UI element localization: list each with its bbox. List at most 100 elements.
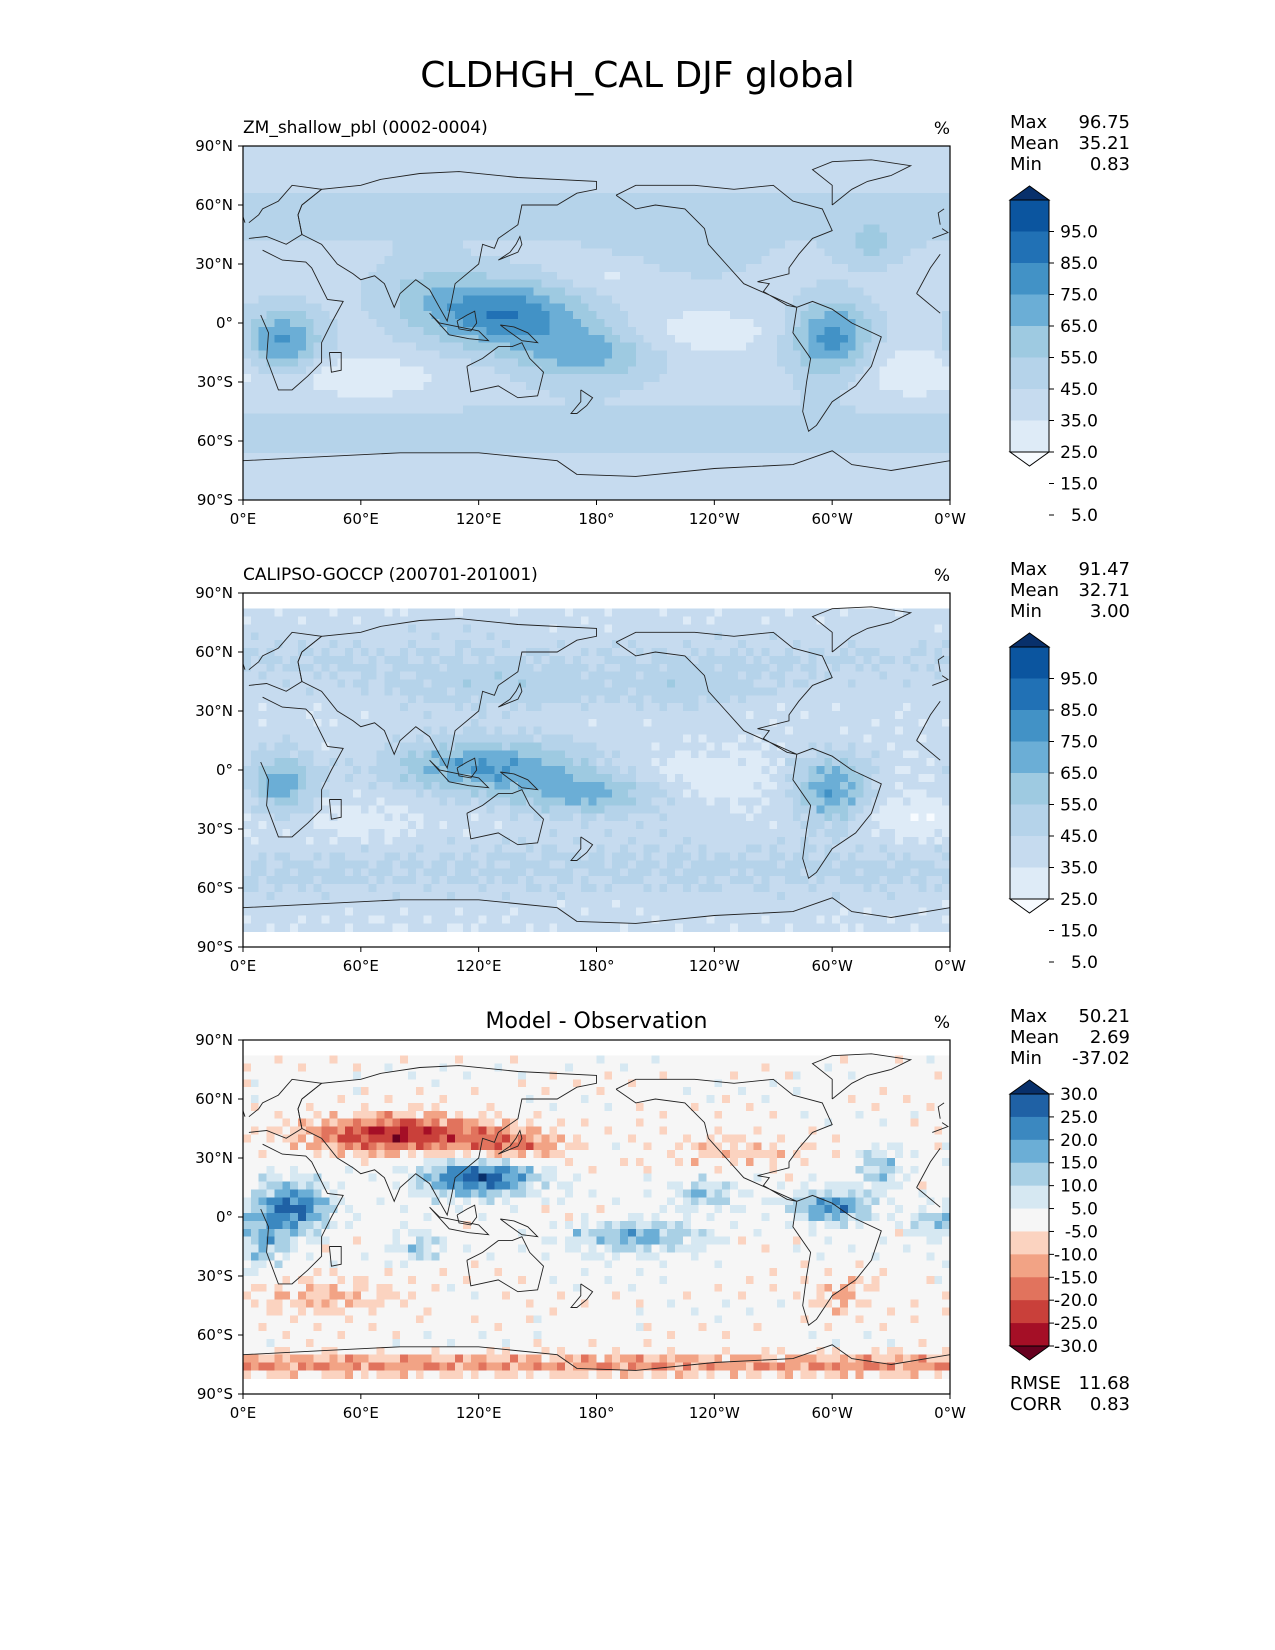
- field-cell: [918, 208, 928, 218]
- field-cell: [808, 413, 818, 422]
- field-cell: [934, 153, 943, 163]
- field-cell: [470, 303, 480, 312]
- field-cell: [855, 240, 865, 249]
- field-cell: [282, 366, 291, 375]
- field-cell: [282, 177, 291, 186]
- field-cell: [659, 476, 668, 485]
- field-cell: [313, 256, 323, 265]
- field-cell: [290, 421, 299, 430]
- colorbar-tick-label: 85.0: [1060, 254, 1098, 274]
- field-cell: [572, 216, 582, 226]
- field-cell: [565, 240, 574, 249]
- field-cell: [887, 287, 896, 297]
- field-cell: [470, 468, 480, 477]
- field-cell: [855, 193, 865, 202]
- field-cell: [792, 405, 802, 415]
- field-cell: [266, 342, 276, 352]
- field-cell: [902, 624, 912, 633]
- field-cell: [745, 366, 755, 375]
- field-cell: [604, 366, 613, 375]
- field-cell: [565, 303, 574, 312]
- field-cell: [753, 240, 763, 249]
- field-cell: [510, 452, 519, 462]
- field-cell: [557, 264, 566, 273]
- field-cell: [698, 429, 708, 438]
- field-cell: [486, 177, 495, 186]
- field-cell: [722, 287, 731, 297]
- field-cell: [847, 655, 857, 665]
- field-cell: [800, 405, 810, 415]
- field-cell: [258, 640, 268, 649]
- field-cell: [792, 295, 802, 304]
- field-cell: [321, 624, 331, 633]
- field-cell: [305, 279, 315, 289]
- field-cell: [753, 334, 763, 344]
- field-cell: [250, 216, 260, 226]
- field-cell: [918, 608, 928, 618]
- field-cell: [902, 248, 912, 257]
- field-cell: [635, 295, 645, 304]
- field-cell: [871, 468, 880, 477]
- field-cell: [486, 326, 495, 336]
- field-cell: [816, 655, 825, 665]
- field-cell: [431, 608, 440, 618]
- field-cell: [620, 224, 629, 234]
- field-cell: [690, 342, 700, 352]
- field-cell: [274, 405, 283, 415]
- field-cell: [737, 429, 747, 438]
- field-cell: [266, 640, 276, 649]
- field-cell: [895, 437, 904, 446]
- field-cell: [769, 405, 778, 415]
- field-cell: [895, 413, 904, 422]
- field-cell: [392, 476, 401, 485]
- field-cell: [384, 319, 393, 328]
- field-cell: [368, 374, 378, 383]
- field-cell: [698, 655, 708, 665]
- field-cell: [392, 624, 401, 633]
- field-cell: [243, 358, 252, 367]
- field-cell: [384, 366, 393, 375]
- field-cell: [494, 460, 503, 470]
- field-cell: [620, 366, 629, 375]
- field-cell: [722, 444, 731, 454]
- field-cell: [761, 616, 770, 626]
- field-cell: [313, 334, 323, 344]
- field-cell: [690, 624, 700, 633]
- field-cell: [800, 177, 810, 186]
- field-cell: [313, 374, 323, 383]
- field-cell: [494, 146, 503, 155]
- field-cell: [290, 413, 299, 422]
- field-cell: [753, 389, 763, 399]
- field-cell: [855, 185, 865, 194]
- field-cell: [250, 146, 260, 155]
- field-cell: [305, 616, 315, 626]
- field-cell: [250, 366, 260, 375]
- field-cell: [337, 663, 346, 673]
- field-cell: [682, 444, 692, 454]
- field-cell: [305, 303, 315, 312]
- field-cell: [832, 476, 841, 485]
- field-cell: [525, 389, 535, 399]
- field-cell: [557, 382, 566, 391]
- field-cell: [533, 679, 543, 688]
- field-cell: [392, 216, 401, 226]
- field-cell: [675, 232, 684, 241]
- field-cell: [580, 444, 590, 454]
- field-cell: [714, 608, 723, 618]
- field-cell: [785, 303, 794, 312]
- field-cell: [250, 616, 260, 626]
- field-cell: [282, 271, 291, 281]
- field-cell: [918, 248, 928, 257]
- field-cell: [612, 421, 621, 430]
- field-cell: [258, 224, 268, 234]
- field-cell: [415, 185, 425, 194]
- field-cell: [643, 437, 653, 446]
- field-cell: [510, 382, 519, 391]
- field-cell: [800, 279, 810, 289]
- field-cell: [902, 671, 912, 681]
- field-cell: [847, 640, 857, 649]
- field-cell: [525, 248, 535, 257]
- field-cell: [549, 326, 558, 336]
- field-cell: [313, 397, 323, 407]
- field-cell: [832, 169, 841, 179]
